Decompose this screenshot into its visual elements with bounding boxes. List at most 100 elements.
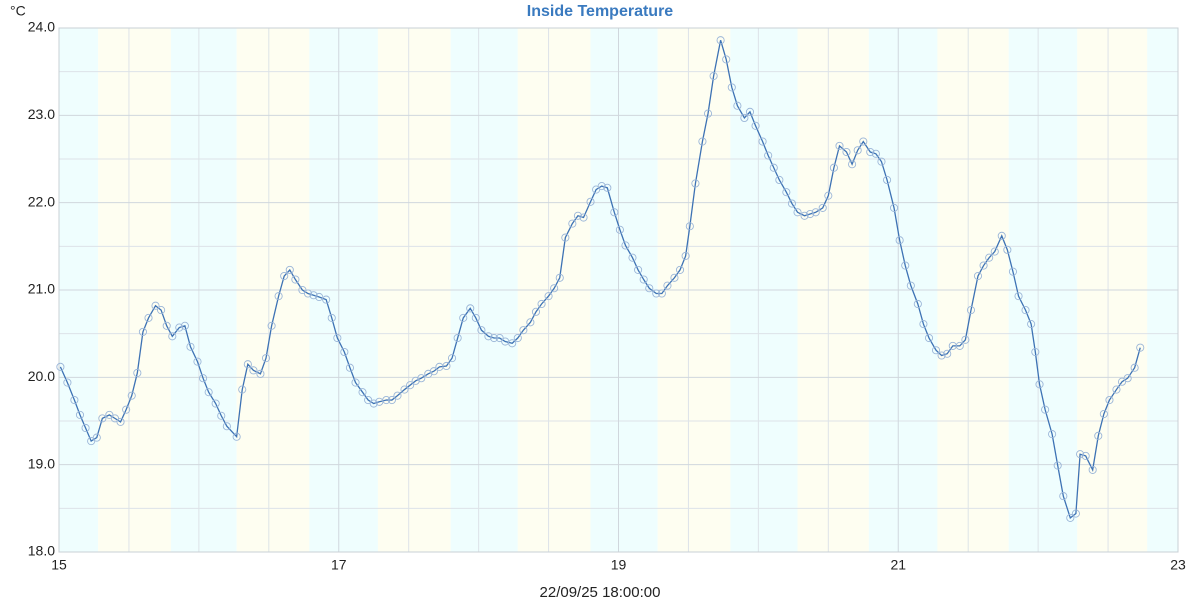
data-point: [544, 292, 553, 301]
data-point: [1041, 405, 1050, 414]
data-point: [116, 417, 125, 426]
data-point: [895, 236, 904, 245]
data-point: [471, 313, 480, 322]
data-point: [906, 281, 915, 290]
data-point: [866, 147, 875, 157]
data-point: [453, 333, 462, 343]
data-point: [358, 388, 367, 397]
data-point: [484, 332, 493, 341]
data-point: [657, 289, 666, 298]
data-point: [1048, 430, 1057, 439]
data-point: [222, 422, 231, 431]
data-point: [990, 247, 999, 256]
data-point: [1021, 306, 1030, 315]
data-point: [333, 333, 342, 343]
data-point: [217, 411, 226, 420]
data-point: [769, 163, 778, 172]
y-tick-label: 24.0: [28, 19, 55, 35]
data-point: [550, 284, 559, 293]
data-point: [127, 391, 136, 400]
data-point: [555, 273, 564, 282]
data-point: [322, 295, 331, 304]
data-point: [537, 299, 546, 309]
data-point: [985, 253, 994, 262]
data-point: [417, 374, 426, 383]
data-point: [1136, 343, 1145, 352]
data-point: [1008, 267, 1017, 276]
data-point: [782, 188, 791, 197]
data-point: [603, 183, 612, 192]
plot-frame: [58, 27, 1179, 553]
data-point: [573, 211, 582, 220]
data-point: [818, 203, 827, 212]
data-point: [561, 233, 570, 242]
data-point: [151, 301, 160, 310]
data-point: [81, 423, 90, 433]
data-point: [1035, 380, 1044, 389]
data-point: [842, 147, 851, 157]
data-point: [597, 182, 606, 191]
data-point: [274, 292, 283, 301]
data-point: [382, 395, 391, 405]
data-point: [883, 175, 892, 185]
data-point: [508, 339, 517, 348]
data-point: [285, 265, 294, 274]
data-point: [871, 149, 880, 158]
data-point: [703, 109, 713, 118]
data-point: [162, 321, 171, 330]
data-point: [75, 410, 85, 419]
data-point: [261, 354, 271, 363]
y-tick-label: 19.0: [28, 455, 55, 471]
data-point: [315, 292, 324, 302]
data-point: [351, 378, 360, 387]
data-point: [973, 271, 983, 281]
data-point: [466, 304, 475, 313]
data-point: [806, 209, 815, 219]
data-point: [937, 351, 946, 360]
data-point: [758, 137, 767, 146]
data-point: [610, 208, 619, 217]
chart-title: Inside Temperature: [527, 3, 674, 20]
data-point: [400, 385, 409, 394]
data-point: [1071, 509, 1080, 518]
data-point: [793, 208, 802, 217]
y-tick-label: 22.0: [28, 193, 55, 209]
data-point: [924, 333, 934, 343]
data-point: [764, 151, 773, 160]
data-point: [303, 289, 313, 298]
data-point: [675, 265, 685, 274]
data-point: [70, 395, 79, 405]
data-point: [727, 83, 736, 92]
data-point: [1059, 492, 1068, 501]
data-point: [531, 307, 541, 316]
data-point: [92, 433, 101, 442]
plot-layer: [56, 36, 1145, 522]
data-point: [345, 363, 354, 372]
data-point: [955, 341, 964, 350]
x-tick-label: 23: [1170, 557, 1186, 573]
data-point: [890, 203, 899, 212]
data-point: [98, 414, 107, 423]
data-point: [800, 211, 809, 220]
data-point: [681, 251, 690, 260]
data-point: [829, 163, 838, 172]
data-point: [327, 313, 336, 322]
data-point: [243, 360, 252, 369]
data-point: [1003, 245, 1012, 254]
data-point: [199, 374, 208, 383]
data-point: [411, 376, 420, 385]
data-point: [442, 361, 451, 371]
data-point: [1053, 461, 1062, 470]
data-point: [1088, 465, 1097, 474]
data-point: [733, 101, 742, 110]
data-point: [853, 146, 862, 155]
data-point: [709, 71, 718, 81]
data-point: [122, 405, 131, 414]
data-point: [615, 225, 624, 234]
data-point: [340, 347, 349, 357]
data-point: [309, 291, 318, 300]
data-point: [859, 137, 868, 146]
data-point: [138, 327, 147, 336]
data-point: [477, 326, 486, 335]
data-point: [877, 157, 886, 166]
